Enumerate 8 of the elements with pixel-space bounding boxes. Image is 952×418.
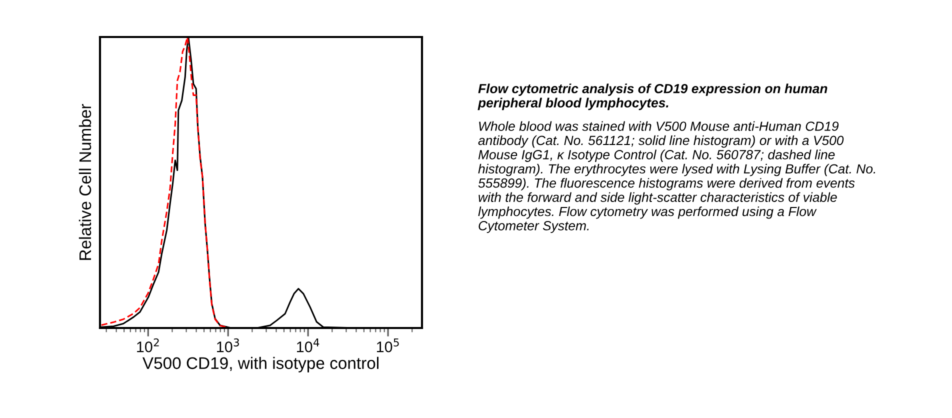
text: Whole blood was stained with V500 Mouse anti-Human CD19 antibody (Cat. No. 561121; solid line histogram) or with a V500 Mouse IgG1, κ Isotype Control (Cat. No. 560787; dashed line histogram). The erythrocytes were lysed with Lysing Buffer (Cat. No. 555899). The fluorescence histograms were derived from events with the forward and side light-scatter characteristics of viable lymphocytes. Flow cytometry was performed using a Flow Cytometer System.	[478, 121, 876, 234]
x-tick-label: 10$^{3}$	[217, 338, 239, 352]
x-tick-label: 10$^{5}$	[376, 338, 399, 352]
text: Flow cytometric analysis of CD19 expression on human peripheral blood lymphocytes.	[478, 84, 828, 110]
x-axis-title: V500 CD19, with isotype control	[142, 356, 378, 372]
x-tick-label: 10$^{4}$	[297, 338, 320, 352]
x-tick-label: 10$^{2}$	[137, 338, 159, 352]
y-axis-title: Relative Cell Number	[78, 104, 92, 260]
